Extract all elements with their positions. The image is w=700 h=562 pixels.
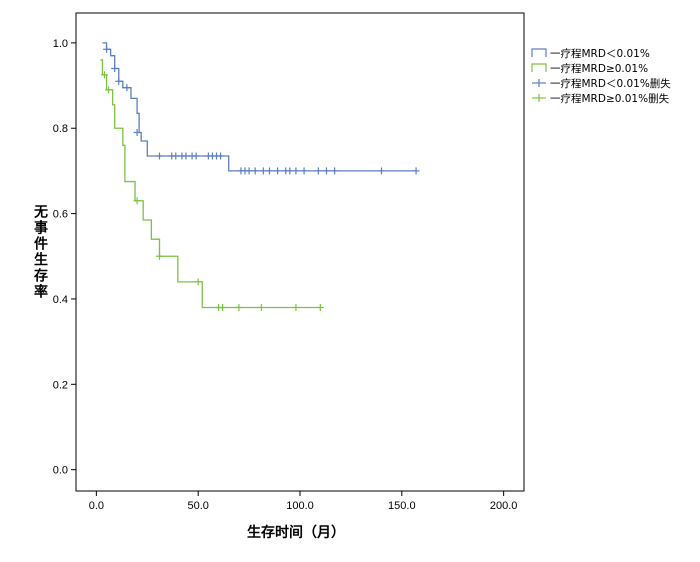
legend: 一疗程MRD＜0.01% 一疗程MRD≥0.01% 一疗程MRD＜0.01%删失一疗… bbox=[531, 47, 671, 105]
censor-mark bbox=[155, 152, 163, 160]
censor-mark bbox=[251, 167, 259, 175]
y-tick-label: 0.2 bbox=[53, 379, 68, 391]
legend-item: 一疗程MRD＜0.01% bbox=[531, 47, 650, 60]
censor-mark bbox=[103, 45, 111, 53]
x-tick-label: 50.0 bbox=[187, 500, 208, 512]
legend-swatch bbox=[531, 63, 547, 72]
legend-label: 一疗程MRD≥0.01% bbox=[550, 62, 648, 75]
censor-mark bbox=[245, 167, 253, 175]
censor-mark bbox=[123, 84, 131, 92]
censor-mark bbox=[300, 167, 308, 175]
censor-mark bbox=[292, 303, 300, 311]
censor-mark bbox=[274, 167, 282, 175]
legend-label: 一疗程MRD≥0.01%删失 bbox=[550, 92, 670, 105]
censor-mark bbox=[257, 303, 265, 311]
x-axis-title: 生存时间（月） bbox=[247, 524, 345, 541]
y-axis-title: 无事件生存率 bbox=[32, 204, 49, 300]
x-tick-label: 150.0 bbox=[388, 500, 416, 512]
censor-mark bbox=[111, 64, 119, 72]
x-tick-label: 200.0 bbox=[490, 500, 518, 512]
plot-frame bbox=[75, 12, 525, 492]
censor-mark bbox=[286, 167, 294, 175]
censor-mark bbox=[322, 167, 330, 175]
x-tick-label: 0.0 bbox=[89, 500, 104, 512]
legend-item: 一疗程MRD＜0.01%删失 bbox=[532, 77, 671, 90]
censor-mark bbox=[259, 167, 267, 175]
legend-label: 一疗程MRD＜0.01%删失 bbox=[550, 77, 671, 90]
censor-mark bbox=[314, 167, 322, 175]
censor-mark bbox=[331, 167, 339, 175]
censor-mark bbox=[101, 71, 109, 79]
censor-mark bbox=[133, 129, 141, 136]
y-tick-label: 0.6 bbox=[53, 209, 68, 221]
y-tick-label: 0.0 bbox=[53, 465, 68, 477]
legend-item: 一疗程MRD≥0.01% bbox=[531, 62, 648, 75]
censor-mark bbox=[292, 167, 300, 175]
censor-mark bbox=[235, 303, 243, 311]
y-tick-label: 0.8 bbox=[53, 123, 68, 135]
y-axis: 0.0 0.2 0.4 0.6 0.8 1.0 bbox=[53, 38, 76, 477]
legend-item: 一疗程MRD≥0.01%删失 bbox=[532, 92, 670, 105]
y-tick-label: 1.0 bbox=[53, 38, 68, 50]
censor-mark bbox=[172, 152, 180, 160]
y-tick-label: 0.4 bbox=[53, 294, 68, 306]
x-axis: 0.0 50.0 100.0 150.0 200.0 bbox=[89, 491, 518, 512]
censor-mark bbox=[412, 167, 420, 175]
legend-label: 一疗程MRD＜0.01% bbox=[550, 47, 650, 60]
censor-mark bbox=[265, 167, 273, 175]
censor-mark bbox=[182, 152, 190, 160]
censor-mark bbox=[219, 303, 227, 311]
censor-mark bbox=[377, 167, 385, 175]
censor-mark bbox=[192, 152, 200, 160]
survival-curve-1 bbox=[102, 42, 417, 172]
series-layer bbox=[100, 42, 417, 309]
censor-mark bbox=[194, 278, 202, 286]
censor-mark bbox=[217, 152, 225, 160]
censor-mark bbox=[115, 77, 123, 85]
censor-mark bbox=[133, 197, 141, 205]
survival-curve-2 bbox=[100, 59, 321, 309]
censor-layer bbox=[101, 45, 420, 311]
x-tick-label: 100.0 bbox=[286, 500, 314, 512]
censor-mark bbox=[105, 86, 113, 94]
censor-mark bbox=[155, 252, 163, 260]
legend-swatch bbox=[531, 48, 547, 57]
censor-mark bbox=[316, 303, 324, 311]
